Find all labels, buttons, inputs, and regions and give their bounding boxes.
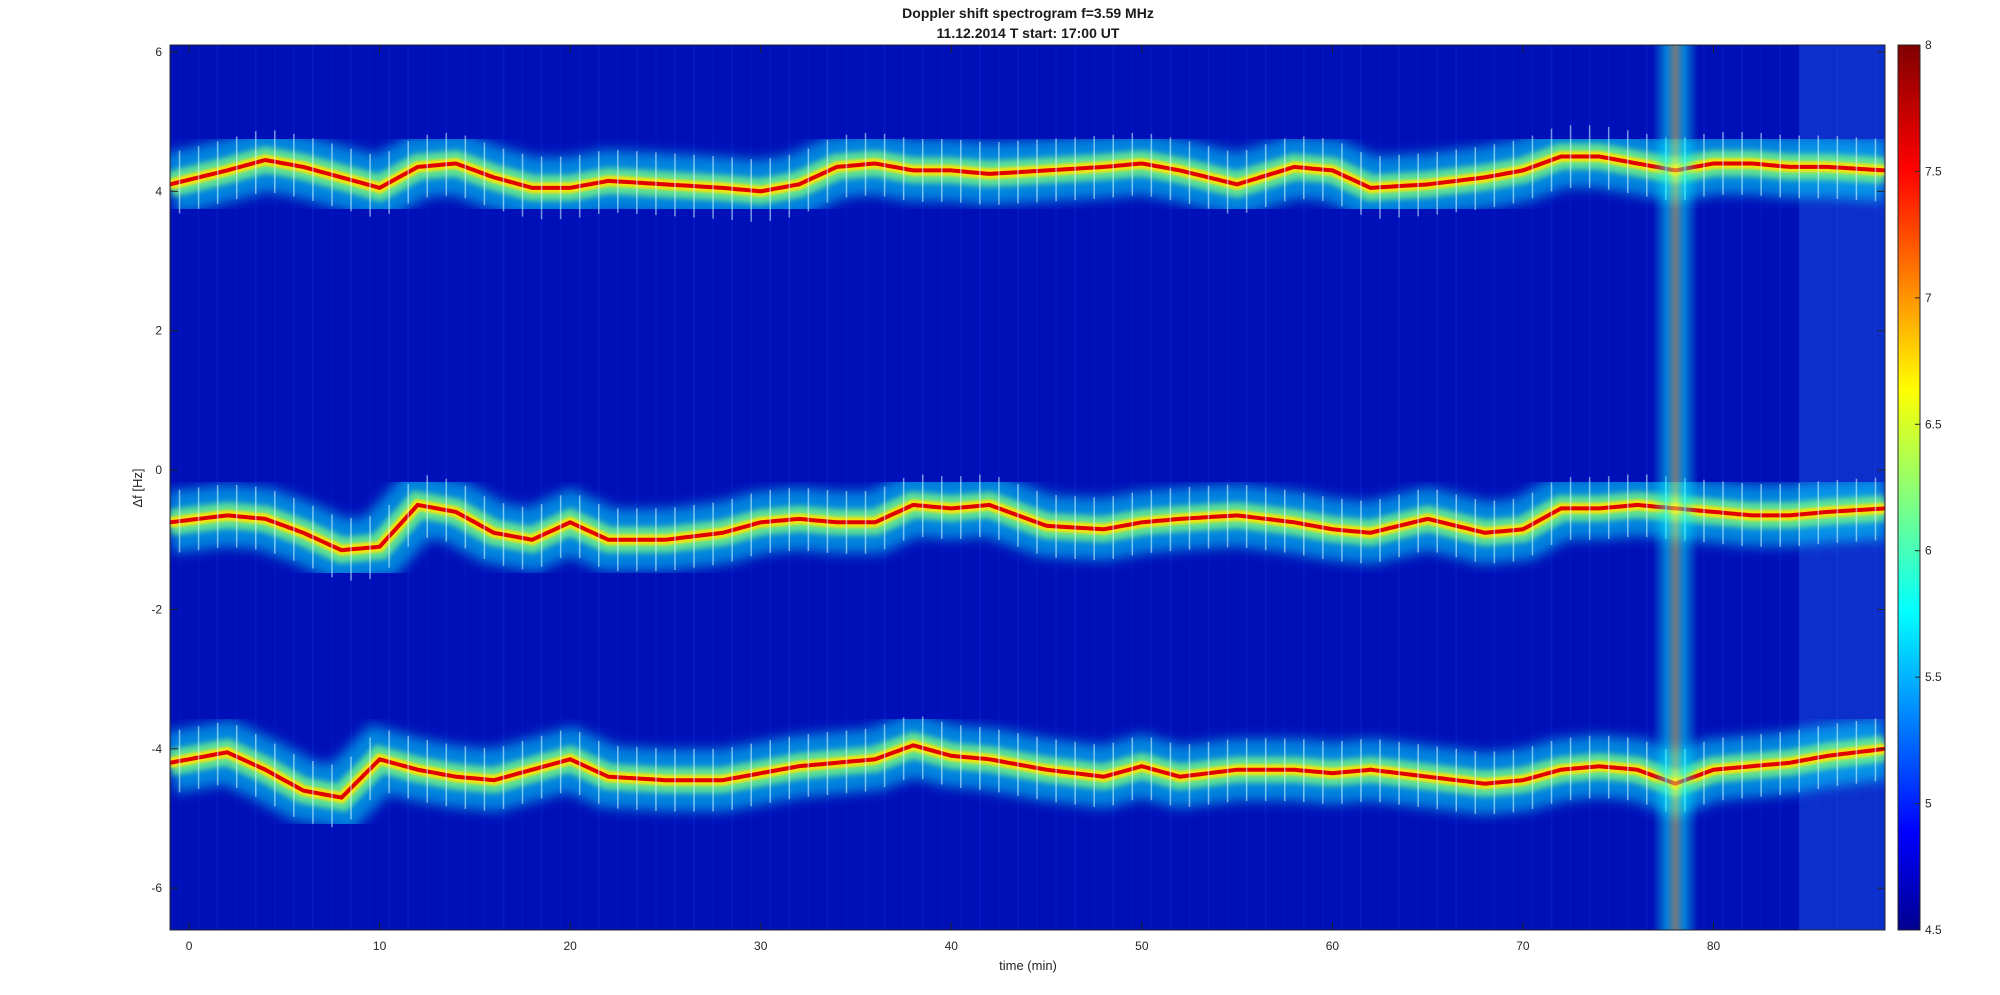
- y-axis-label: Δf [Hz]: [130, 468, 145, 507]
- colorbar-tick-label: 5.5: [1925, 670, 1942, 684]
- y-tick-label: 2: [155, 324, 162, 338]
- colorbar-tick-label: 6.5: [1925, 417, 1942, 431]
- doppler-trace-1: [170, 125, 1885, 223]
- chart-title: Doppler shift spectrogram f=3.59 MHz: [902, 5, 1154, 21]
- x-tick-label: 0: [186, 939, 193, 953]
- x-tick-label: 10: [373, 939, 387, 953]
- colorbar-tick-label: 5: [1925, 797, 1932, 811]
- colorbar-tick-label: 7: [1925, 291, 1932, 305]
- x-tick-label: 30: [754, 939, 768, 953]
- colorbar-tick-label: 6: [1925, 544, 1932, 558]
- trace-ticks: [178, 716, 1877, 828]
- trace-core: [170, 502, 1885, 553]
- doppler-trace-2: [170, 471, 1885, 582]
- y-tick-label: -2: [151, 602, 162, 616]
- plot-frame: [169, 44, 1886, 931]
- x-tick-label: 80: [1707, 939, 1721, 953]
- colorbar-ticks: 4.5 5 5.5 6 6.5 7 7.5 8: [1915, 38, 1942, 937]
- colorbar-tick-label: 4.5: [1925, 923, 1942, 937]
- x-tick-label: 60: [1326, 939, 1340, 953]
- x-axis: 0 10 20 30 40 50 60 70 80: [186, 45, 1721, 953]
- doppler-trace-3: [170, 712, 1885, 832]
- trace-ticks: [178, 125, 1877, 222]
- x-tick-label: 40: [945, 939, 959, 953]
- colorbar-tick-label: 8: [1925, 38, 1932, 52]
- trace-core: [170, 154, 1885, 194]
- x-axis-label: time (min): [999, 958, 1057, 973]
- plot-area: [169, 44, 1886, 931]
- colorbar-gradient: [1897, 44, 1921, 931]
- x-tick-label: 50: [1135, 939, 1149, 953]
- x-tick-label: 70: [1516, 939, 1530, 953]
- trace-core: [170, 743, 1885, 800]
- colorbar: 4.5 5 5.5 6 6.5 7 7.5 8: [1897, 38, 1942, 937]
- chart-subtitle: 11.12.2014 T start: 17:00 UT: [937, 25, 1120, 41]
- broadband-burst: [1652, 45, 1699, 930]
- trace-ticks: [178, 474, 1877, 581]
- y-tick-label: -4: [151, 742, 162, 756]
- y-tick-label: 6: [155, 45, 162, 59]
- colorbar-tick-label: 7.5: [1925, 164, 1942, 178]
- y-tick-label: 0: [155, 463, 162, 477]
- x-tick-label: 20: [563, 939, 577, 953]
- y-axis: -6 -4 -2 0 2 4 6: [151, 45, 1885, 895]
- y-tick-label: -6: [151, 881, 162, 895]
- y-tick-label: 4: [155, 184, 162, 198]
